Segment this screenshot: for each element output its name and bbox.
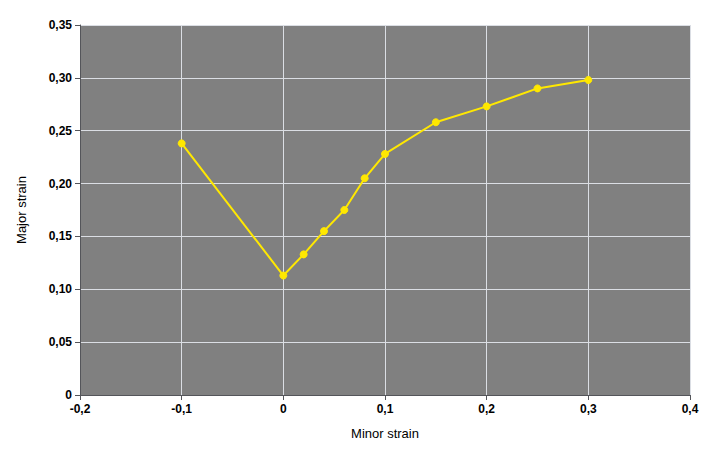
svg-text:Minor strain: Minor strain	[351, 426, 419, 441]
svg-text:0,35: 0,35	[49, 18, 73, 32]
svg-text:-0,1: -0,1	[171, 402, 192, 416]
svg-text:-0,2: -0,2	[70, 402, 91, 416]
svg-text:0,05: 0,05	[49, 335, 73, 349]
svg-text:0,3: 0,3	[580, 402, 597, 416]
svg-text:0,2: 0,2	[478, 402, 495, 416]
svg-text:0,1: 0,1	[377, 402, 394, 416]
svg-text:0,4: 0,4	[682, 402, 699, 416]
svg-text:0: 0	[65, 388, 72, 402]
svg-text:0,25: 0,25	[49, 124, 73, 138]
svg-text:0,30: 0,30	[49, 71, 73, 85]
svg-text:0,15: 0,15	[49, 229, 73, 243]
svg-text:0,20: 0,20	[49, 177, 73, 191]
svg-text:Major strain: Major strain	[14, 176, 29, 244]
svg-text:0: 0	[280, 402, 287, 416]
svg-text:0,10: 0,10	[49, 282, 73, 296]
